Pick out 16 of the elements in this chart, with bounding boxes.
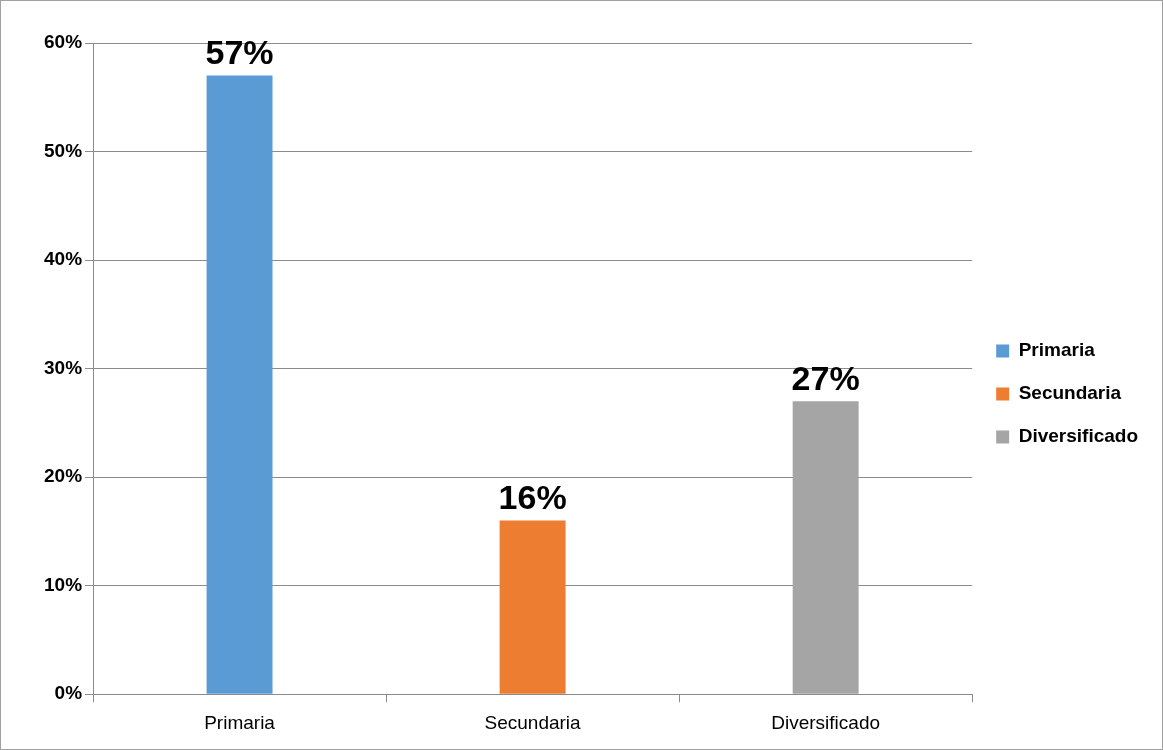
legend-label: Primaria [1018, 339, 1096, 361]
y-tick-label: 60% [44, 31, 83, 53]
x-tick-label: Secundaria [484, 711, 582, 733]
y-tick-label: 40% [44, 248, 83, 270]
text: 27% [791, 358, 860, 397]
x-tick-label: Diversificado [771, 711, 881, 733]
text: 16% [498, 477, 567, 516]
y-tick-label: 10% [44, 573, 83, 595]
y-tick-label: 50% [44, 139, 83, 161]
y-tick-label: 0% [54, 682, 83, 704]
text: 57% [205, 32, 274, 71]
y-tick-label: 30% [44, 356, 83, 378]
legend-label: Diversificado [1018, 425, 1138, 447]
legend-label: Secundaria [1018, 382, 1122, 404]
y-tick-label: 20% [44, 465, 83, 487]
x-tick-label: Primaria [204, 711, 276, 733]
